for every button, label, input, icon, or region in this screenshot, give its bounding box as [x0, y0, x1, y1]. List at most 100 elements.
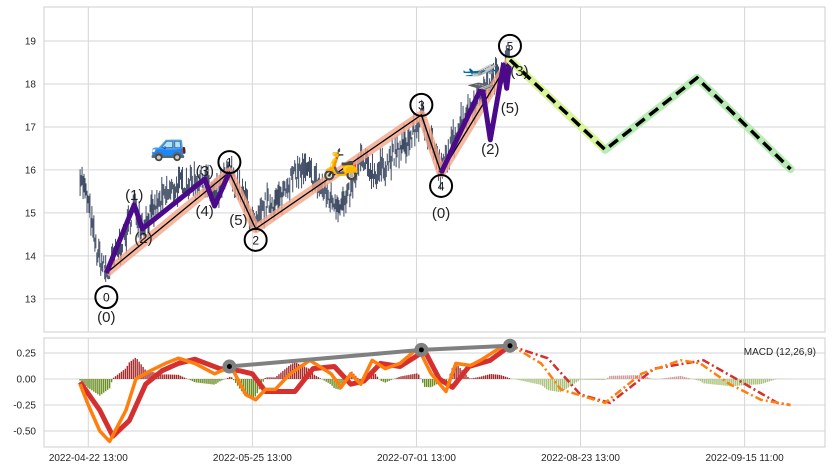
macd-histogram-bar	[700, 379, 701, 381]
macd-histogram-bar	[627, 375, 628, 379]
macd-histogram-bar	[526, 379, 527, 382]
macd-histogram-bar	[390, 379, 391, 380]
macd-histogram-bar	[227, 378, 228, 379]
macd-histogram-bar	[404, 376, 405, 379]
macd-histogram-bar	[381, 379, 382, 381]
macd-histogram-bar	[276, 376, 277, 379]
macd-histogram-bar	[534, 379, 535, 384]
macd-histogram-bar	[548, 379, 549, 390]
x-tick-label: 2022-04-22 13:00	[49, 453, 128, 464]
macd-histogram-bar	[546, 379, 547, 389]
macd-histogram-bar	[499, 375, 500, 379]
macd-histogram-bar	[757, 379, 758, 384]
macd-histogram-bar	[475, 378, 476, 379]
macd-histogram-bar	[396, 378, 397, 379]
macd-histogram-bar	[623, 375, 624, 379]
macd-histogram-bar	[205, 379, 206, 384]
macd-histogram-bar	[200, 379, 201, 383]
macd-histogram-bar	[377, 377, 378, 379]
macd-histogram-bar	[507, 377, 508, 379]
macd-histogram-bar	[389, 379, 390, 381]
macd-histogram-bar	[662, 378, 663, 379]
macd-histogram-bar	[416, 373, 417, 379]
macd-histogram-bar	[473, 378, 474, 379]
sub-wave-label: (3)	[510, 63, 528, 80]
macd-histogram-bar	[280, 373, 281, 379]
x-tick-label: 2022-09-15 11:00	[705, 453, 784, 464]
macd-histogram-bar	[383, 379, 384, 382]
macd-histogram-bar	[751, 379, 752, 385]
macd-histogram-bar	[131, 361, 132, 379]
macd-histogram-bar	[192, 379, 193, 381]
macd-histogram-bar	[593, 379, 594, 380]
macd-histogram-bar	[385, 379, 386, 383]
sub-wave-label: (3)	[196, 163, 214, 180]
macd-histogram-bar	[329, 379, 330, 384]
wave-point-label: 5	[507, 39, 514, 53]
macd-histogram-bar	[320, 378, 321, 379]
macd-histogram-bar	[704, 379, 705, 383]
macd-histogram-bar	[221, 379, 222, 380]
macd-histogram-bar	[686, 377, 687, 379]
macd-histogram-bar	[556, 379, 557, 392]
macd-histogram-bar	[690, 378, 691, 379]
macd-histogram-bar	[552, 379, 553, 391]
wave-point-label: 2	[252, 233, 259, 247]
macd-histogram-bar	[253, 379, 254, 398]
macd-histogram-bar	[664, 378, 665, 379]
macd-histogram-bar	[129, 362, 130, 379]
macd-histogram-bar	[603, 379, 604, 380]
macd-histogram-bar	[263, 379, 264, 382]
macd-histogram-bar	[481, 376, 482, 379]
macd-histogram-bar	[516, 379, 517, 380]
macd-histogram-bar	[550, 379, 551, 391]
macd-histogram-bar	[123, 370, 124, 379]
macd-histogram-bar	[524, 379, 525, 381]
macd-histogram-bar	[759, 379, 760, 384]
macd-histogram-bar	[107, 379, 108, 390]
macd-histogram-bar	[495, 374, 496, 379]
macd-histogram-bar	[418, 375, 419, 379]
macd-histogram-bar	[601, 379, 602, 380]
macd-histogram-bar	[576, 379, 577, 382]
macd-legend: MACD (12,26,9)	[744, 347, 816, 358]
x-tick-label: 2022-05-25 13:00	[213, 453, 292, 464]
macd-histogram-bar	[696, 379, 697, 380]
macd-histogram-bar	[676, 376, 677, 379]
car-icon: 🚙	[150, 129, 187, 163]
macd-histogram-bar	[717, 379, 718, 385]
macd-histogram-bar	[615, 376, 616, 379]
macd-histogram-bar	[471, 378, 472, 379]
macd-histogram-bar	[327, 379, 328, 383]
macd-histogram-bar	[266, 377, 267, 379]
macd-histogram-bar	[489, 374, 490, 379]
macd-histogram-bar	[715, 379, 716, 385]
macd-histogram-bar	[176, 375, 177, 379]
macd-histogram-bar	[402, 376, 403, 379]
macd-histogram-bar	[215, 379, 216, 384]
macd-histogram-bar	[318, 377, 319, 379]
macd-histogram-bar	[469, 378, 470, 379]
scooter-icon: 🛵	[322, 147, 359, 182]
macd-histogram-bar	[414, 374, 415, 379]
macd-histogram-bar	[410, 375, 411, 379]
macd-histogram-bar	[528, 379, 529, 382]
macd-histogram-bar	[579, 379, 580, 380]
macd-histogram-bar	[668, 378, 669, 379]
macd-histogram-bar	[767, 379, 768, 382]
macd-histogram-bar	[530, 379, 531, 383]
macd-histogram-bar	[91, 379, 92, 390]
sub-wave-label: (5)	[501, 100, 519, 117]
macd-histogram-bar	[113, 378, 114, 379]
macd-histogram-bar	[648, 378, 649, 379]
macd-histogram-bar	[737, 379, 738, 386]
wave-point-label: 4	[438, 179, 445, 193]
macd-y-tick-label: -0.25	[13, 401, 36, 412]
macd-histogram-bar	[115, 376, 116, 379]
macd-histogram-bar	[713, 379, 714, 384]
macd-histogram-bar	[631, 375, 632, 379]
macd-histogram-bar	[761, 379, 762, 384]
macd-histogram-bar	[485, 375, 486, 379]
macd-histogram-bar	[491, 374, 492, 379]
macd-histogram-bar	[621, 376, 622, 379]
